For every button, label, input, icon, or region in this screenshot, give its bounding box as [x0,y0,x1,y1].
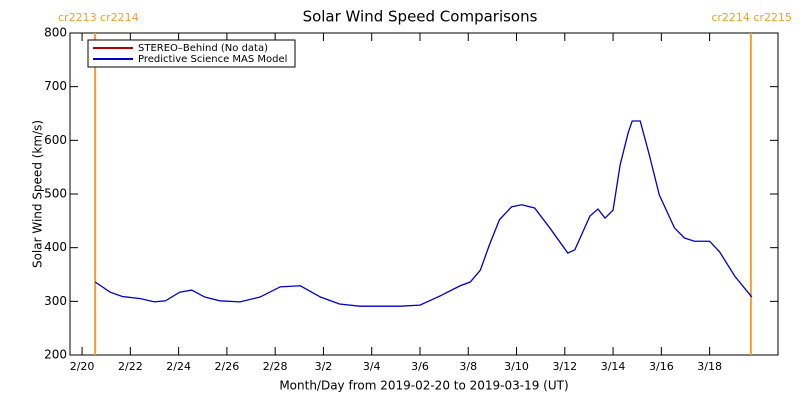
series-line [94,120,753,307]
y-tick-label: 200 [44,348,67,362]
x-tick-label: 3/6 [411,360,429,373]
y-tick-label: 400 [44,240,67,254]
plot-frame [69,32,779,356]
y-tick-label: 300 [44,294,67,308]
x-tick-label: 2/20 [70,360,95,373]
x-tick-label: 3/8 [459,360,477,373]
y-tick-label: 700 [44,79,67,93]
x-tick-label: 3/16 [649,360,674,373]
x-tick-label: 3/4 [363,360,381,373]
carrington-label: cr2213 cr2214 [58,11,139,24]
x-tick-label: 2/26 [215,360,240,373]
y-tick-label: 600 [44,133,67,147]
x-tick-label: 2/24 [166,360,191,373]
x-tick-label: 3/10 [504,360,529,373]
legend-box [87,39,296,68]
chart-title: Solar Wind Speed Comparisons [303,8,538,26]
x-tick-label: 3/18 [697,360,722,373]
x-tick-label: 3/2 [315,360,333,373]
y-tick-label: 800 [44,26,67,40]
carrington-label: cr2214 cr2215 [711,11,792,24]
y-axis-label: Solar Wind Speed (km/s) [31,120,45,268]
x-axis-label: Month/Day from 2019-02-20 to 2019-03-19 … [279,379,568,393]
legend-label: Predictive Science MAS Model [138,54,287,65]
x-tick-label: 3/12 [552,360,577,373]
y-tick-label: 500 [44,187,67,201]
x-tick-label: 2/28 [263,360,288,373]
legend-label: STEREO–Behind (No data) [138,43,268,54]
x-tick-label: 2/22 [118,360,143,373]
x-tick-label: 3/14 [601,360,626,373]
